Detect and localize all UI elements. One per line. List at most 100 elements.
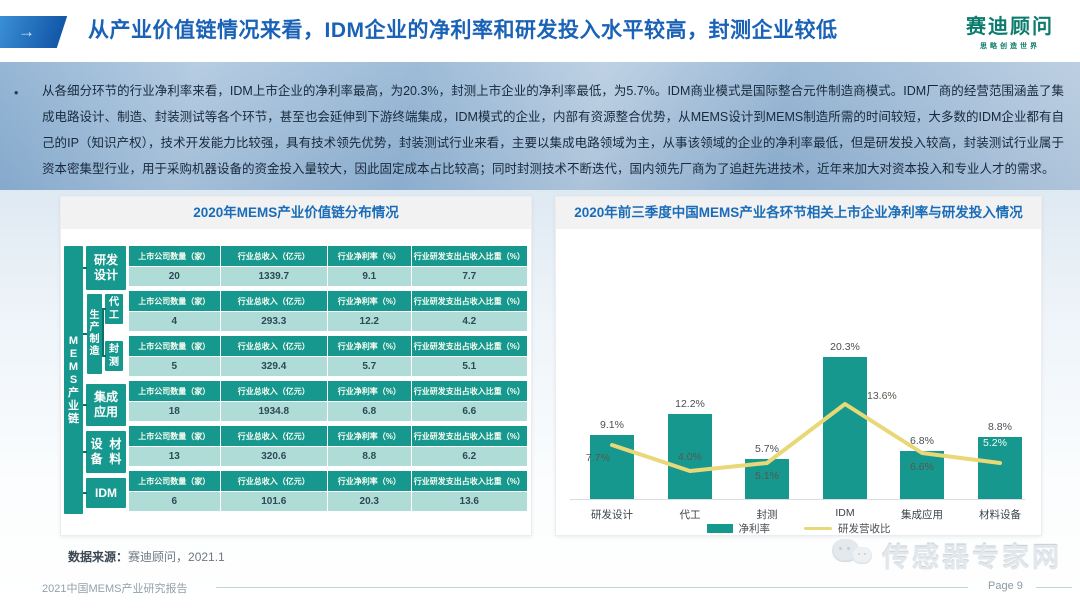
table-col-header: 上市公司数量（家）: [129, 291, 221, 311]
bar-研发设计: [590, 435, 634, 499]
background-photo-band: [0, 62, 1080, 190]
table-col-header: 行业总收入（亿元）: [220, 471, 328, 491]
category-label: 封测: [756, 509, 778, 521]
table-cell: 293.3: [220, 311, 328, 331]
table-col-header: 行业净利率（%）: [327, 471, 412, 491]
table-value-row: 5 329.4 5.7 5.1: [129, 356, 527, 376]
connector-line: [83, 492, 87, 494]
table-col-header: 行业研发支出占收入比重（%）: [411, 336, 527, 356]
bar-value-label: 12.2%: [675, 398, 705, 410]
table-cell: 7.7: [411, 266, 527, 286]
group-box-packaging-test: 封测: [105, 341, 123, 371]
value-chain-diagram: 上市公司数量（家） 行业总收入（亿元） 行业净利率（%） 行业研发支出占收入比重（%）…: [61, 229, 531, 535]
table-value-row: 6 101.6 20.3 13.6: [129, 491, 527, 511]
category-label: IDM: [835, 507, 855, 519]
connector-line: [83, 451, 87, 453]
table-col-header: 上市公司数量（家）: [129, 471, 221, 491]
table-header-row: 上市公司数量（家） 行业总收入（亿元） 行业净利率（%） 行业研发支出占收入比重（%）: [129, 246, 527, 266]
category-label: 集成应用: [901, 509, 943, 521]
legend-label: 净利率: [738, 523, 771, 535]
group-box-integration: 集成 应用: [86, 384, 126, 426]
table-col-header: 行业净利率（%）: [327, 246, 412, 266]
data-source-label: 数据来源：: [68, 550, 129, 564]
table-cell: 5.1: [411, 356, 527, 376]
table-value-row: 20 1339.7 9.1 7.7: [129, 266, 527, 286]
group-box-equipment-materials: 设 材备 料: [86, 431, 126, 473]
chart-legend: 净利率 研发营收比: [564, 521, 1033, 536]
value-chain-tables: 上市公司数量（家） 行业总收入（亿元） 行业净利率（%） 行业研发支出占收入比重（%）…: [129, 246, 527, 516]
table-cell: 9.1: [327, 266, 412, 286]
connector-line: [83, 404, 87, 406]
table-cell: 6.6: [411, 401, 527, 421]
table-col-header: 行业净利率（%）: [327, 426, 412, 446]
connector-line: [83, 267, 87, 269]
table-cell: 1934.8: [220, 401, 328, 421]
bar-IDM: [823, 357, 867, 499]
table-header-row: 上市公司数量（家） 行业总收入（亿元） 行业净利率（%） 行业研发支出占收入比重（%）: [129, 336, 527, 356]
bar-line-chart: 净利率 研发营收比 9.1% 研发设计 12.2% 代工 5.7% 封测 20.3% IDM 6…: [564, 229, 1033, 535]
line-value-label: 13.6%: [867, 390, 897, 402]
table-col-header: 行业净利率（%）: [327, 381, 412, 401]
logo-tagline: 思略创造世界: [980, 43, 1040, 50]
table-col-header: 行业研发支出占收入比重（%）: [411, 291, 527, 311]
watermark-text: 传感器专家网: [882, 543, 1062, 573]
line-value-label: 5.2%: [983, 437, 1007, 449]
table-cell: 1339.7: [220, 266, 328, 286]
value-chain-block: 上市公司数量（家） 行业总收入（亿元） 行业净利率（%） 行业研发支出占收入比重（%）…: [129, 246, 527, 286]
footer-divider: [1036, 587, 1072, 588]
intro-paragraph: • 从各细分环节的行业净利率来看，IDM上市企业的净利率最高，为20.3%，封测…: [14, 78, 1064, 182]
company-logo: 赛迪顾问 思略创造世界: [966, 10, 1054, 51]
value-chain-title: 2020年MEMS产业价值链分布情况: [61, 197, 531, 229]
x-axis-line: [570, 499, 1025, 500]
table-col-header: 上市公司数量（家）: [129, 336, 221, 356]
table-cell: 13: [129, 446, 221, 466]
line-swatch-icon: [804, 527, 832, 530]
table-value-row: 4 293.3 12.2 4.2: [129, 311, 527, 331]
table-cell: 5: [129, 356, 221, 376]
page-number: Page 9: [988, 580, 1023, 592]
value-chain-block: 上市公司数量（家） 行业总收入（亿元） 行业净利率（%） 行业研发支出占收入比重（%）…: [129, 291, 527, 331]
table-col-header: 行业总收入（亿元）: [220, 246, 328, 266]
footer-divider: [216, 587, 968, 588]
wechat-bubbles-icon: [832, 538, 874, 573]
category-label: 代工: [679, 509, 701, 521]
page-title: 从产业价值链情况来看，IDM企业的净利率和研发投入水平较高，封测企业较低: [88, 19, 838, 42]
value-chain-block: 上市公司数量（家） 行业总收入（亿元） 行业净利率（%） 行业研发支出占收入比重（%）…: [129, 336, 527, 376]
data-source: 数据来源：赛迪顾问，2021.1: [68, 548, 225, 565]
table-col-header: 行业净利率（%）: [327, 336, 412, 356]
value-chain-panel: 2020年MEMS产业价值链分布情况 上市公司数量（家） 行业总收入（亿元） 行业净…: [60, 196, 532, 536]
category-label: 研发设计: [591, 509, 633, 521]
data-source-value: 赛迪顾问，2021.1: [128, 550, 225, 564]
table-value-row: 13 320.6 8.8 6.2: [129, 446, 527, 466]
table-cell: 8.8: [327, 446, 412, 466]
table-header-row: 上市公司数量（家） 行业总收入（亿元） 行业净利率（%） 行业研发支出占收入比重（%）: [129, 426, 527, 446]
table-col-header: 上市公司数量（家）: [129, 381, 221, 401]
connector-line: [102, 308, 106, 310]
chart-panel: 2020年前三季度中国MEMS产业各环节相关上市企业净利率与研发投入情况 净利率…: [555, 196, 1042, 536]
table-col-header: 行业总收入（亿元）: [220, 426, 328, 446]
table-col-header: 行业研发支出占收入比重（%）: [411, 246, 527, 266]
intro-text: 从各细分环节的行业净利率来看，IDM上市企业的净利率最高，为20.3%，封测上市…: [42, 84, 1064, 176]
table-col-header: 行业总收入（亿元）: [220, 291, 328, 311]
report-name: 2021中国MEMS产业研究报告: [42, 583, 188, 595]
legend-item-net-margin: 净利率: [706, 521, 771, 536]
line-value-label: 7.7%: [586, 452, 610, 464]
table-col-header: 行业研发支出占收入比重（%）: [411, 381, 527, 401]
line-value-label: 5.1%: [755, 470, 779, 482]
connector-line: [102, 355, 106, 357]
table-cell: 101.6: [220, 491, 328, 511]
chart-title: 2020年前三季度中国MEMS产业各环节相关上市企业净利率与研发投入情况: [556, 197, 1041, 229]
value-chain-block: 上市公司数量（家） 行业总收入（亿元） 行业净利率（%） 行业研发支出占收入比重（%）…: [129, 471, 527, 511]
table-col-header: 上市公司数量（家）: [129, 426, 221, 446]
table-cell: 5.7: [327, 356, 412, 376]
table-col-header: 行业研发支出占收入比重（%）: [411, 426, 527, 446]
table-cell: 4: [129, 311, 221, 331]
table-col-header: 行业研发支出占收入比重（%）: [411, 471, 527, 491]
table-cell: 20: [129, 266, 221, 286]
bullet-marker: •: [14, 86, 19, 100]
table-col-header: 行业总收入（亿元）: [220, 381, 328, 401]
group-box-production: 生产制造: [87, 294, 102, 374]
table-header-row: 上市公司数量（家） 行业总收入（亿元） 行业净利率（%） 行业研发支出占收入比重（%）: [129, 381, 527, 401]
